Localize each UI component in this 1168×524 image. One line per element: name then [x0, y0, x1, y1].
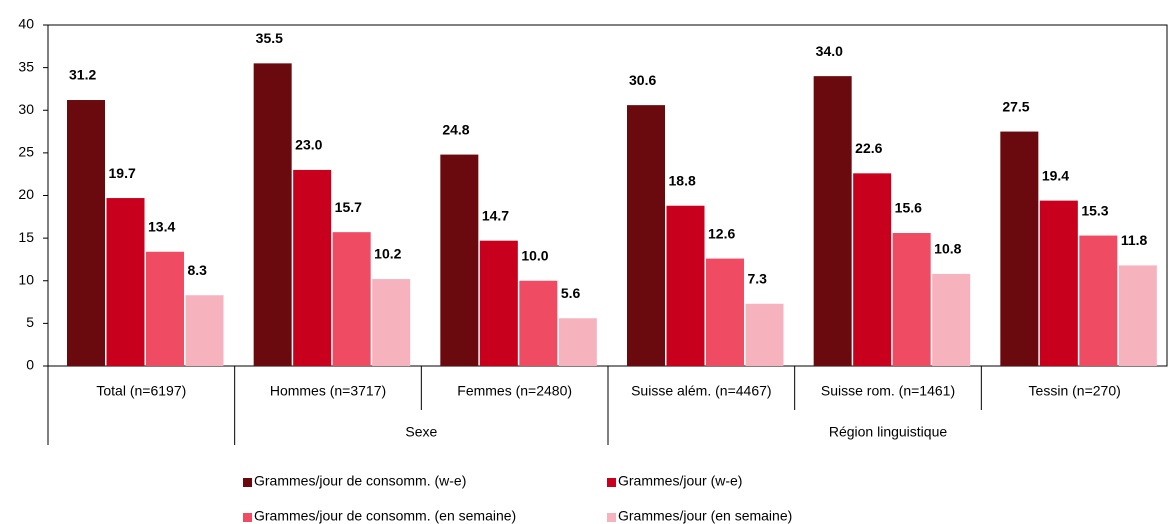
bar	[745, 303, 784, 366]
y-tick-label: 15	[18, 229, 34, 245]
y-tick-label: 5	[26, 314, 34, 330]
legend-label: Grammes/jour (en semaine)	[618, 508, 792, 524]
bar	[67, 100, 105, 367]
value-label: 15.3	[1081, 202, 1108, 218]
value-label: 10.2	[374, 246, 401, 262]
value-label: 13.4	[148, 218, 175, 234]
bar	[892, 233, 931, 366]
legend-label: Grammes/jour de consomm. (w-e)	[254, 473, 466, 489]
x-tick-label: Suisse além. (n=4467)	[631, 383, 771, 399]
bar	[706, 258, 744, 366]
bar	[479, 240, 518, 366]
value-label: 11.8	[1121, 232, 1148, 248]
value-label: 18.8	[669, 172, 696, 188]
bar	[372, 279, 411, 366]
x-tick-label: Suisse rom. (n=1461)	[821, 383, 955, 399]
group-label: Région linguistique	[829, 424, 948, 440]
value-label: 24.8	[442, 121, 469, 137]
value-label: 10.8	[934, 241, 961, 257]
value-label: 34.0	[816, 43, 843, 59]
legend-swatch	[607, 513, 616, 522]
value-label: 10.0	[521, 247, 548, 263]
bar	[558, 318, 597, 366]
value-label: 8.3	[188, 262, 208, 278]
y-tick-label: 35	[18, 58, 34, 74]
value-label: 22.6	[855, 140, 882, 156]
bar	[813, 76, 852, 367]
group-label: Sexe	[405, 424, 437, 440]
value-label: 5.6	[561, 285, 581, 301]
value-label: 14.7	[482, 207, 509, 223]
legend-label: Grammes/jour (w-e)	[618, 473, 742, 489]
x-tick-label: Total (n=6197)	[96, 383, 186, 399]
x-tick-label: Tessin (n=270)	[1029, 383, 1121, 399]
legend-swatch	[243, 478, 252, 487]
bar	[1079, 235, 1118, 366]
bar	[932, 273, 971, 366]
bar	[106, 198, 145, 366]
value-label: 31.2	[69, 67, 96, 83]
legend-swatch	[243, 513, 252, 522]
y-tick-label: 10	[18, 271, 34, 287]
bar	[185, 295, 224, 366]
bar	[1000, 131, 1039, 366]
bar	[1118, 265, 1157, 366]
bar	[666, 205, 705, 366]
y-tick-label: 20	[18, 186, 34, 202]
bar	[293, 169, 332, 366]
y-tick-label: 0	[26, 357, 34, 373]
value-label: 15.7	[335, 199, 362, 215]
value-label: 19.7	[109, 165, 136, 181]
y-tick-label: 25	[18, 144, 34, 160]
bar	[332, 232, 371, 366]
bar	[853, 173, 892, 366]
value-label: 35.5	[256, 30, 283, 46]
value-label: 30.6	[629, 72, 656, 88]
value-label: 19.4	[1042, 167, 1069, 183]
bar	[440, 154, 479, 366]
value-label: 27.5	[1002, 98, 1029, 114]
y-tick-label: 30	[18, 101, 34, 117]
bar	[146, 251, 184, 366]
legend-label: Grammes/jour de consomm. (en semaine)	[254, 508, 516, 524]
x-tick-label: Femmes (n=2480)	[457, 383, 572, 399]
legend-swatch	[607, 478, 616, 487]
value-label: 7.3	[748, 270, 768, 286]
bar	[253, 63, 292, 367]
value-label: 12.6	[708, 225, 735, 241]
bar	[519, 280, 558, 366]
bar	[1039, 200, 1078, 366]
value-label: 15.6	[895, 200, 922, 216]
bar	[627, 105, 665, 366]
y-tick-label: 40	[18, 16, 34, 32]
value-label: 23.0	[295, 137, 322, 153]
x-tick-label: Hommes (n=3717)	[270, 383, 386, 399]
